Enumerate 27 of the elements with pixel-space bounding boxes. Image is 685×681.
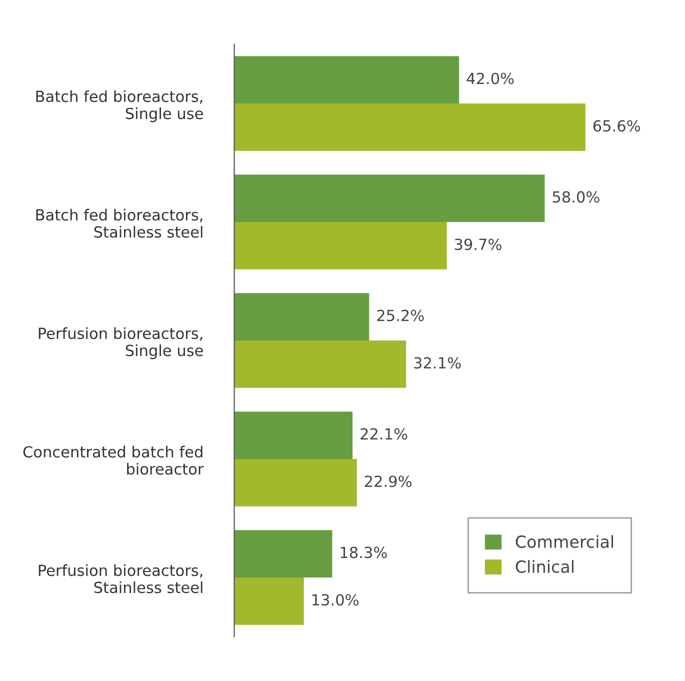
data-label: 25.2% <box>377 310 424 322</box>
bar <box>234 222 447 270</box>
data-label: 13.0% <box>312 594 358 606</box>
data-label: 39.7% <box>454 238 502 250</box>
data-label: 58.0% <box>552 191 600 203</box>
data-label: 42.0% <box>466 72 514 84</box>
legend-label: Commercial <box>516 535 614 548</box>
bar <box>234 174 545 222</box>
data-label: 18.3% <box>340 546 387 558</box>
y-tick-label: Batch fed bioreactors, Single use <box>36 90 203 122</box>
bar <box>234 340 406 388</box>
data-label: 65.6% <box>593 120 640 132</box>
bar <box>234 577 304 625</box>
data-label: 32.1% <box>414 357 461 369</box>
bar <box>234 293 370 340</box>
y-tick-label: Concentrated batch fed bioreactor <box>23 446 204 475</box>
data-label: 22.9% <box>364 476 412 488</box>
bar <box>234 530 332 578</box>
y-tick-label: Perfusion bioreactors, Single use <box>38 327 203 360</box>
y-tick-label: Batch fed bioreactors, Stainless steel <box>36 208 202 238</box>
bar <box>234 56 460 104</box>
bar <box>234 104 586 151</box>
bar <box>234 458 357 506</box>
y-tick-label: Perfusion bioreactors, Stainless steel <box>38 564 202 594</box>
data-label: 22.1% <box>360 428 408 440</box>
legend-label: Clinical <box>516 560 574 573</box>
bar <box>234 412 353 459</box>
